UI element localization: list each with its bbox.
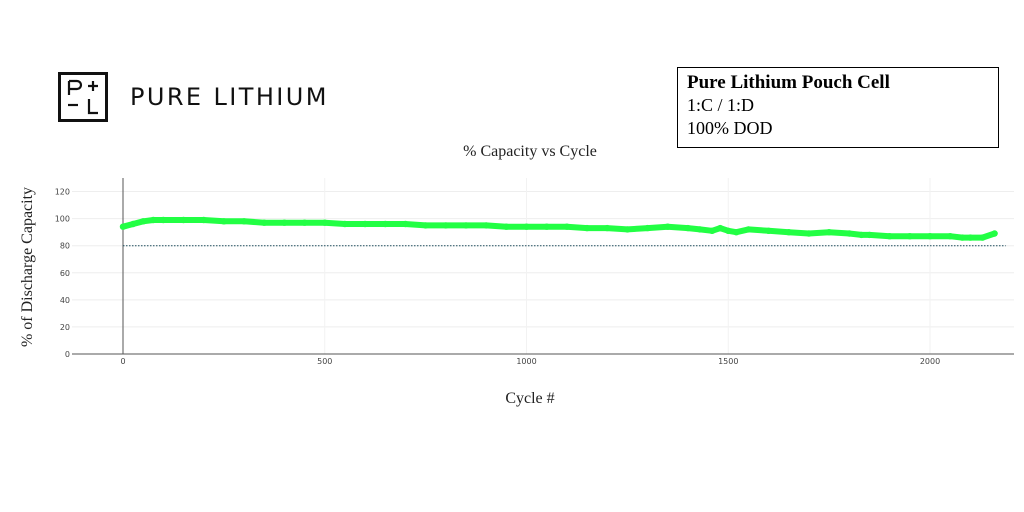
cell-info-box: Pure Lithium Pouch Cell 1:C / 1:D 100% D… (677, 67, 999, 148)
capacity-data-point (503, 223, 510, 230)
capacity-data-point (281, 219, 288, 226)
capacity-data-point (583, 224, 591, 232)
capacity-data-point (523, 223, 530, 230)
x-axis-label: Cycle # (505, 390, 555, 407)
capacity-data-point (140, 218, 147, 225)
capacity-data-point (725, 227, 732, 234)
capacity-data-point (696, 226, 704, 233)
capacity-data-point (644, 224, 651, 232)
y-tick-label: 100 (55, 215, 70, 224)
capacity-data-point (160, 216, 167, 224)
data-layer (119, 216, 998, 241)
capacity-data-point (906, 233, 913, 240)
y-tick-label: 20 (60, 323, 70, 332)
x-tick-label: 1500 (718, 357, 738, 366)
x-tick-label: 500 (317, 357, 332, 366)
capacity-data-point (624, 226, 631, 233)
capacity-data-point (825, 229, 833, 236)
capacity-data-point (422, 222, 429, 229)
capacity-data-point (858, 231, 865, 239)
capacity-data-point (991, 230, 998, 237)
capacity-data-point (664, 223, 671, 230)
pure-lithium-logo-mark (58, 72, 108, 122)
capacity-data-point (846, 230, 853, 237)
capacity-data-point (745, 226, 752, 233)
capacity-data-point (563, 223, 571, 230)
capacity-data-point (261, 219, 268, 226)
cell-info-rate: 1:C / 1:D (687, 95, 755, 115)
capacity-data-point (604, 224, 611, 232)
capacity-data-point (361, 220, 369, 228)
capacity-data-point (733, 229, 740, 236)
x-tick-label: 2000 (920, 357, 940, 366)
y-tick-label: 120 (55, 188, 70, 197)
cell-info-dod: 100% DOD (687, 118, 773, 138)
axis-layer: 0 20 40 60 80 100 120 0 500 1000 1500 2000 (55, 178, 1014, 366)
capacity-data-point (240, 218, 248, 225)
capacity-data-point (462, 222, 470, 229)
x-tick-label: 0 (120, 357, 125, 366)
chart-title: % Capacity vs Cycle (463, 143, 597, 160)
capacity-data-point (180, 216, 187, 224)
capacity-data-point (543, 223, 550, 230)
capacity-series-line (120, 217, 998, 241)
capacity-data-point (717, 224, 724, 232)
y-tick-label: 80 (60, 242, 70, 251)
capacity-data-point (708, 227, 716, 234)
capacity-data-point (765, 227, 772, 234)
capacity-data-point (947, 233, 954, 240)
capacity-data-point (150, 216, 157, 224)
capacity-data-point (967, 234, 974, 241)
brand-name: PURE LITHIUM (130, 83, 329, 111)
capacity-data-point (483, 222, 490, 229)
capacity-data-point (442, 222, 449, 229)
capacity-data-point (200, 216, 207, 224)
capacity-data-point (684, 224, 692, 232)
capacity-data-point (979, 234, 986, 241)
cell-info-title: Pure Lithium Pouch Cell (687, 72, 890, 93)
y-tick-label: 40 (60, 296, 70, 305)
capacity-data-point (402, 220, 409, 228)
capacity-data-point (886, 233, 893, 240)
capacity-data-point (866, 231, 873, 239)
capacity-data-point (785, 229, 792, 236)
y-tick-label: 0 (65, 350, 70, 359)
capacity-data-point (341, 220, 349, 228)
capacity-data-point (321, 219, 328, 226)
y-tick-label: 60 (60, 269, 70, 278)
capacity-data-point (301, 219, 308, 226)
brand-logo: PURE LITHIUM (58, 72, 329, 122)
capacity-data-point (129, 220, 137, 228)
capacity-data-point (220, 218, 228, 225)
capacity-data-point (119, 223, 127, 230)
x-tick-label: 1000 (516, 357, 536, 366)
capacity-data-point (926, 233, 934, 240)
grid-layer (72, 178, 1014, 354)
capacity-data-point (805, 230, 813, 237)
capacity-data-point (959, 234, 966, 241)
capacity-data-point (382, 220, 389, 228)
